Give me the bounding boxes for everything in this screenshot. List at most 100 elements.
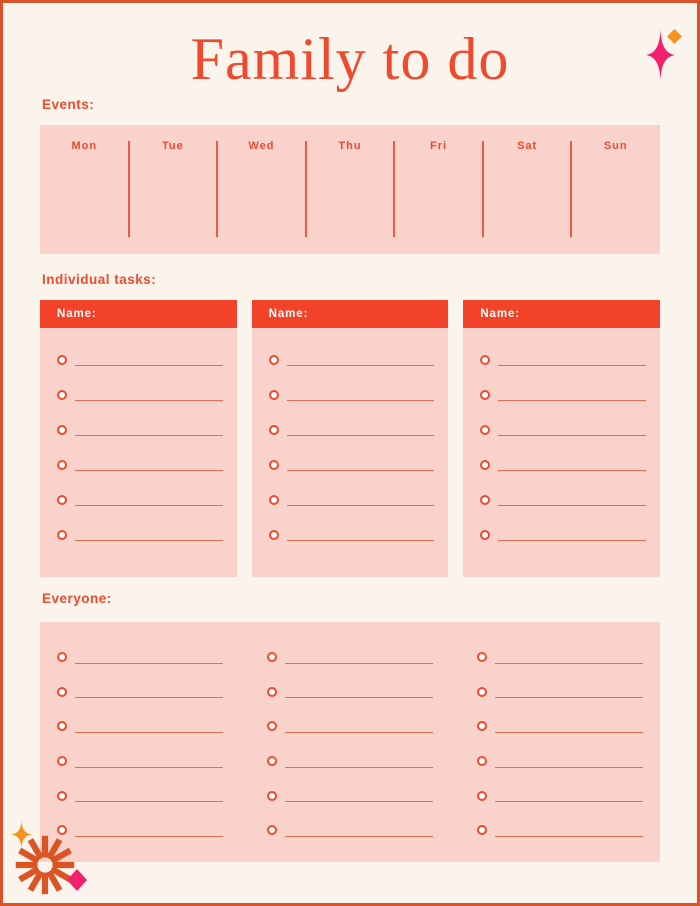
checkbox-circle[interactable] [267, 652, 277, 663]
task-row [252, 377, 449, 412]
diamond-pink-icon [67, 869, 87, 891]
everyone-task-row [477, 709, 643, 744]
checkbox-circle[interactable] [57, 721, 67, 732]
checkbox-circle[interactable] [268, 389, 279, 400]
checkbox-circle[interactable] [57, 459, 67, 470]
task-write-line[interactable] [75, 801, 223, 803]
checkbox-circle[interactable] [57, 652, 67, 663]
task-write-line[interactable] [498, 470, 647, 471]
task-write-line[interactable] [495, 731, 643, 733]
task-write-line[interactable] [285, 766, 433, 768]
task-write-line[interactable] [75, 400, 223, 401]
task-write-line[interactable] [286, 470, 435, 471]
checkbox-circle[interactable] [268, 494, 279, 505]
everyone-task-row [267, 744, 433, 779]
task-write-line[interactable] [285, 835, 433, 837]
task-row [40, 377, 237, 412]
checkbox-circle[interactable] [480, 529, 491, 540]
task-row [252, 342, 449, 377]
checkbox-circle[interactable] [57, 790, 67, 801]
name-card-header[interactable]: Name: [251, 300, 449, 328]
checkbox-circle[interactable] [57, 389, 67, 400]
task-write-line[interactable] [285, 731, 433, 733]
checkbox-circle[interactable] [57, 686, 67, 697]
checkbox-circle[interactable] [57, 825, 67, 836]
checkbox-circle[interactable] [267, 756, 277, 767]
checkbox-circle[interactable] [267, 686, 277, 697]
everyone-task-row [477, 778, 643, 813]
task-write-line[interactable] [285, 697, 433, 699]
day-column-sat[interactable]: Sat [483, 125, 572, 254]
day-column-fri[interactable]: Fri [394, 125, 484, 254]
task-row [463, 517, 660, 552]
checkbox-circle[interactable] [477, 790, 487, 801]
day-column-wed[interactable]: Wed [217, 125, 307, 254]
checkbox-circle[interactable] [477, 652, 487, 663]
everyone-task-row [477, 813, 643, 848]
checkbox-circle[interactable] [480, 459, 491, 470]
checkbox-circle[interactable] [57, 756, 67, 767]
task-write-line[interactable] [75, 365, 223, 366]
task-write-line[interactable] [498, 435, 647, 436]
checkbox-circle[interactable] [267, 825, 277, 836]
checkbox-circle[interactable] [268, 459, 279, 470]
task-write-line[interactable] [495, 835, 643, 837]
task-write-line[interactable] [286, 540, 435, 541]
task-write-line[interactable] [75, 835, 223, 837]
everyone-task-row [267, 778, 433, 813]
checkbox-circle[interactable] [267, 721, 277, 732]
checkbox-circle[interactable] [268, 424, 279, 435]
task-write-line[interactable] [75, 470, 223, 471]
task-write-line[interactable] [495, 801, 643, 803]
task-write-line[interactable] [495, 662, 643, 664]
checkbox-circle[interactable] [480, 354, 491, 365]
day-column-sun[interactable]: Sun [571, 125, 660, 254]
checkbox-circle[interactable] [267, 790, 277, 801]
task-write-line[interactable] [75, 505, 223, 506]
task-write-line[interactable] [498, 365, 647, 366]
task-write-line[interactable] [286, 365, 435, 366]
task-row [252, 447, 449, 482]
task-write-line[interactable] [286, 505, 435, 506]
checkbox-circle[interactable] [268, 529, 279, 540]
checkbox-circle[interactable] [480, 424, 491, 435]
checkbox-circle[interactable] [57, 424, 67, 435]
task-write-line[interactable] [75, 662, 223, 664]
checkbox-circle[interactable] [57, 494, 67, 505]
checkbox-circle[interactable] [477, 825, 487, 836]
task-write-line[interactable] [75, 540, 223, 541]
checkbox-circle[interactable] [477, 756, 487, 767]
task-write-line[interactable] [75, 435, 223, 436]
checkbox-circle[interactable] [477, 721, 487, 732]
checkbox-circle[interactable] [268, 354, 279, 365]
sparkle-star-orange-icon [11, 821, 32, 848]
task-row [40, 517, 237, 552]
name-card-header[interactable]: Name: [463, 300, 661, 328]
checkbox-circle[interactable] [480, 389, 491, 400]
everyone-task-row [477, 675, 643, 710]
task-write-line[interactable] [498, 400, 647, 401]
task-write-line[interactable] [286, 435, 435, 436]
task-write-line[interactable] [285, 662, 433, 664]
name-card-header[interactable]: Name: [40, 300, 237, 328]
everyone-task-row [267, 813, 433, 848]
task-write-line[interactable] [75, 766, 223, 768]
task-write-line[interactable] [495, 766, 643, 768]
checkbox-circle[interactable] [480, 494, 491, 505]
checkbox-circle[interactable] [57, 529, 67, 540]
task-row [463, 447, 660, 482]
task-write-line[interactable] [495, 697, 643, 699]
day-column-thu[interactable]: Thu [306, 125, 395, 254]
day-column-tue[interactable]: Tue [129, 125, 218, 254]
task-write-line[interactable] [285, 801, 433, 803]
task-write-line[interactable] [286, 400, 435, 401]
task-write-line[interactable] [75, 697, 223, 699]
task-write-line[interactable] [498, 505, 647, 506]
checkbox-circle[interactable] [57, 354, 67, 365]
checkbox-circle[interactable] [477, 686, 487, 697]
card-rows [252, 328, 449, 552]
day-column-mon[interactable]: Mon [40, 125, 130, 254]
task-write-line[interactable] [75, 731, 223, 733]
task-write-line[interactable] [498, 540, 647, 541]
